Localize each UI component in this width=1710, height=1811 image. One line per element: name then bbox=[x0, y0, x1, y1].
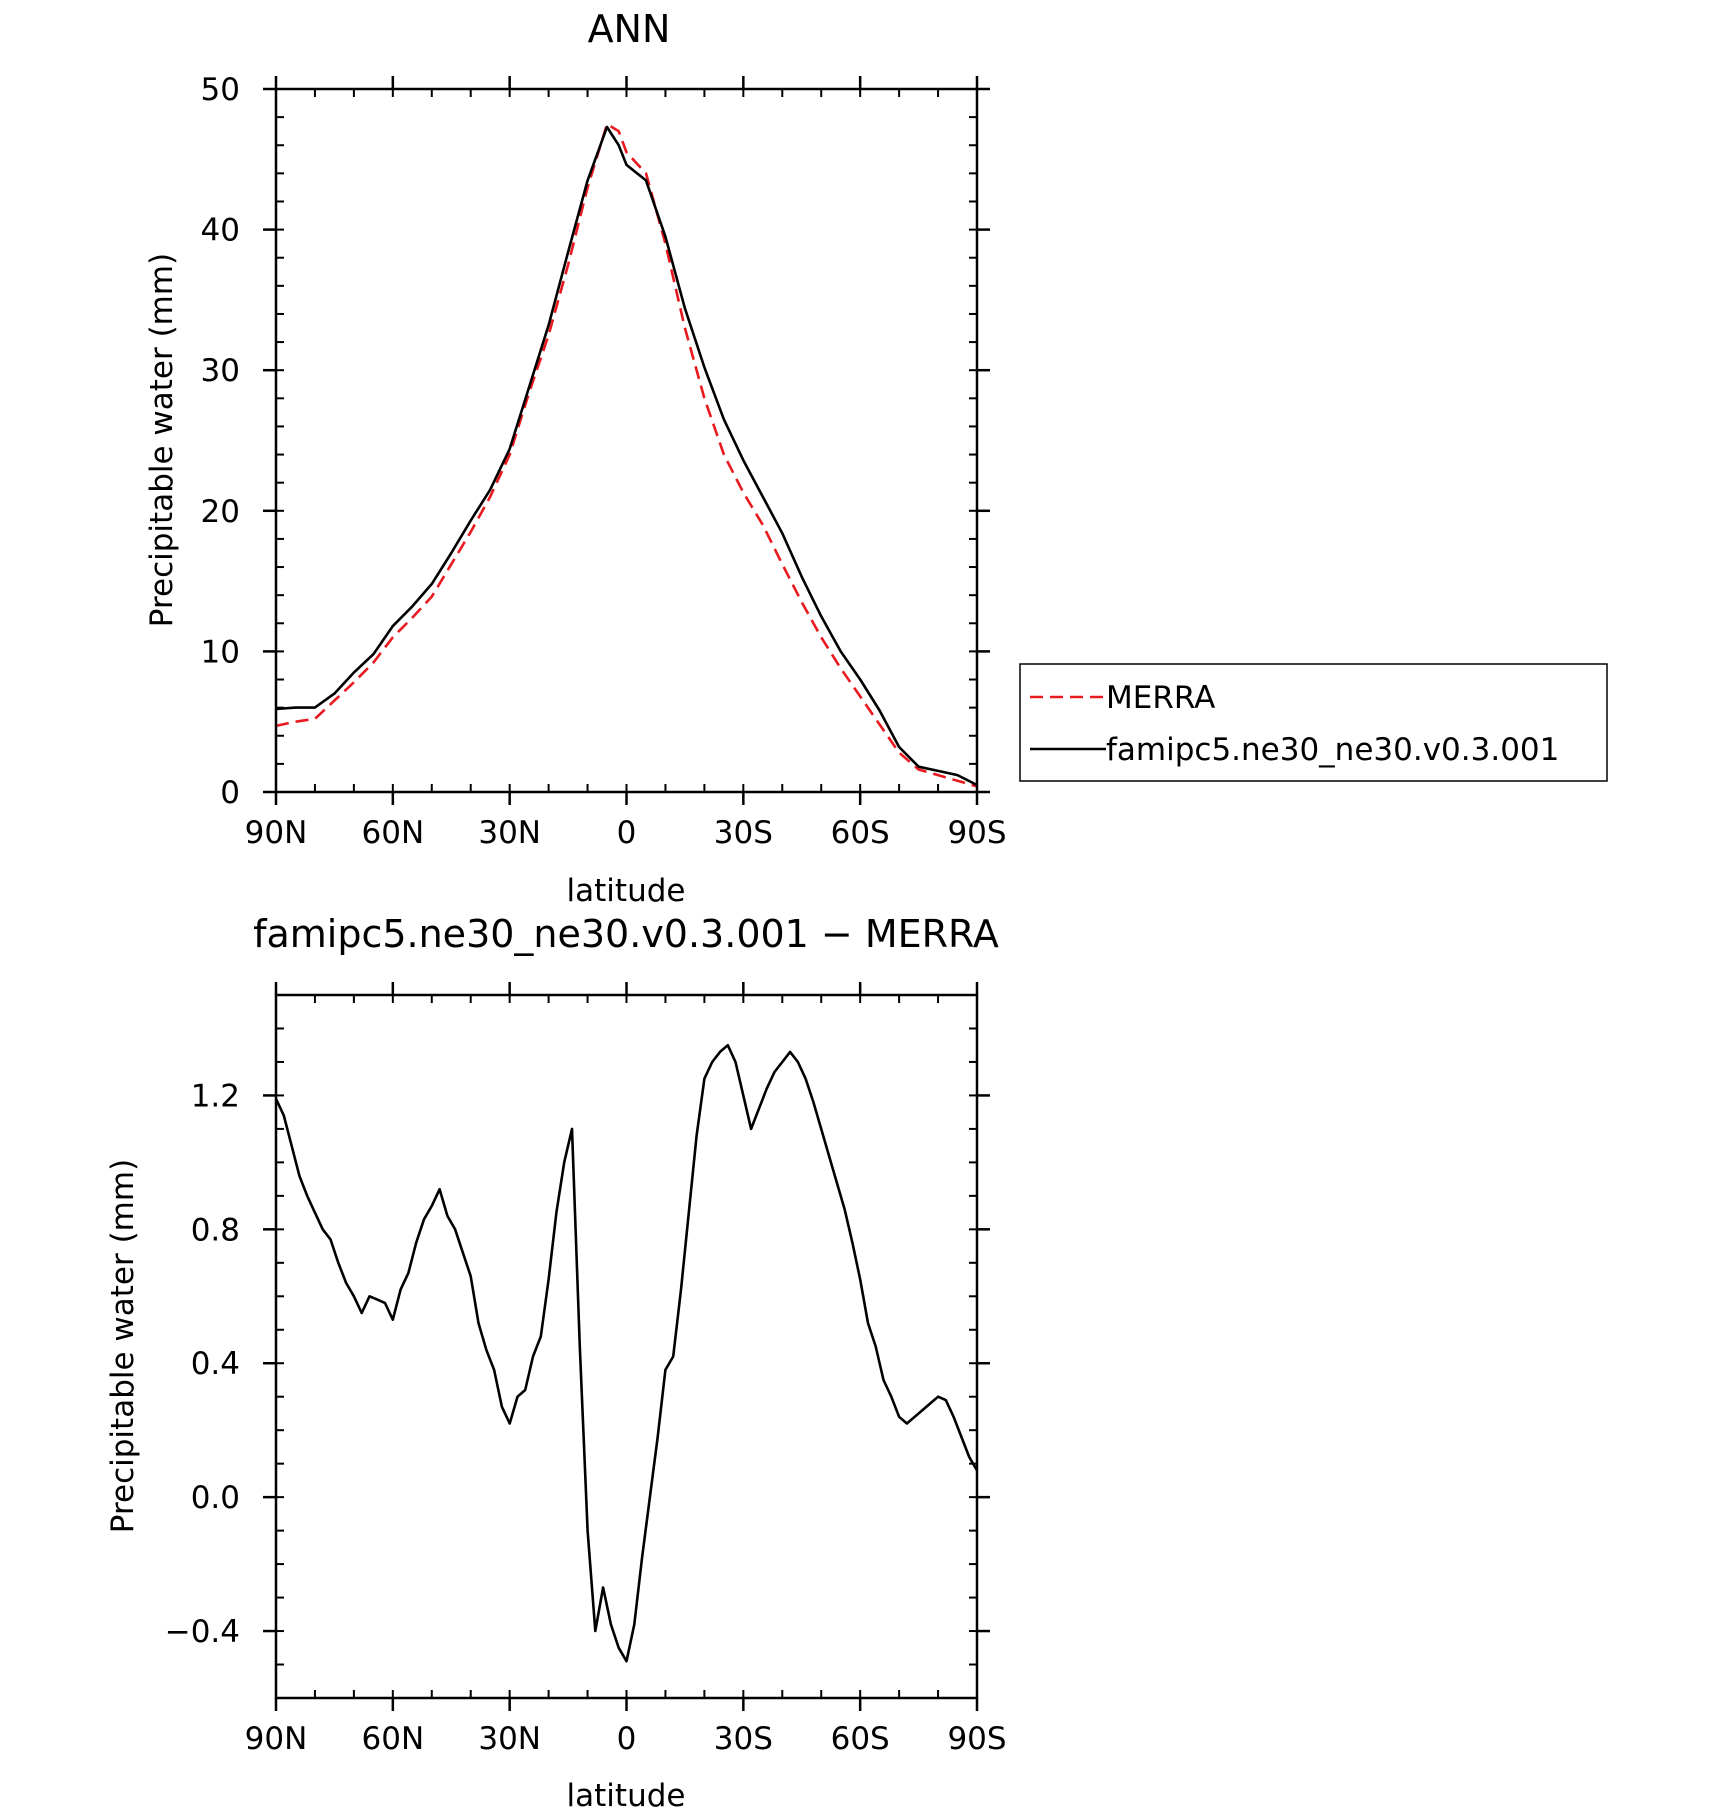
x-tick-labels: 90N 60N 30N 0 30S 60S 90S bbox=[245, 815, 1007, 851]
y-tick-label: 0.0 bbox=[191, 1480, 240, 1516]
y-tick-label: 40 bbox=[201, 213, 240, 249]
series-line-difference bbox=[274, 1043, 979, 1663]
y-tick-label: 0.8 bbox=[191, 1212, 240, 1248]
plot-frame bbox=[274, 87, 979, 794]
y-tick-label: 20 bbox=[201, 494, 240, 530]
y-tick-label: 50 bbox=[201, 72, 240, 108]
y-tick-label: 0 bbox=[220, 775, 240, 811]
x-tick-label: 90N bbox=[245, 1721, 308, 1757]
x-tick-label: 60S bbox=[831, 1721, 890, 1757]
x-tick-label: 90S bbox=[947, 1721, 1006, 1757]
y-axis-label: Precipitable water (mm) bbox=[144, 253, 180, 627]
y-tick-label: 30 bbox=[201, 353, 240, 389]
y-tick-labels: 0 10 20 30 40 50 bbox=[201, 72, 240, 811]
series-group bbox=[274, 1043, 979, 1663]
y-tick-label: 0.4 bbox=[191, 1346, 240, 1382]
x-tick-label: 30S bbox=[714, 815, 773, 851]
legend-label-merra: MERRA bbox=[1106, 680, 1215, 716]
chart-title: ANN bbox=[588, 7, 671, 51]
series-line-famipc5-ne30-ne30-v0-3-001 bbox=[275, 125, 978, 787]
x-tick-label: 90N bbox=[245, 815, 308, 851]
x-tick-label: 90S bbox=[947, 815, 1006, 851]
y-tick-label: 1.2 bbox=[191, 1078, 240, 1114]
x-tick-label: 30N bbox=[478, 815, 541, 851]
minor-ticks bbox=[275, 994, 978, 1699]
panel-ann: ANN 90N 60N 30N 0 30S 60S 90S 0 10 20 30 40 50 lati… bbox=[144, 7, 1608, 909]
panel-difference: famipc5.ne30_ne30.v0.3.001 − MERRA 90N 60… bbox=[105, 912, 1007, 1811]
chart-title: famipc5.ne30_ne30.v0.3.001 − MERRA bbox=[253, 912, 999, 956]
x-tick-label: 30N bbox=[478, 1721, 541, 1757]
x-tick-label: 60S bbox=[831, 815, 890, 851]
x-axis-label: latitude bbox=[567, 1778, 686, 1811]
legend: MERRA famipc5.ne30_ne30.v0.3.001 bbox=[1019, 663, 1608, 782]
x-tick-label: 60N bbox=[362, 1721, 425, 1757]
y-tick-labels: −0.4 0.0 0.4 0.8 1.2 bbox=[165, 1078, 240, 1650]
major-ticks bbox=[263, 982, 990, 1711]
legend-box bbox=[1019, 663, 1608, 782]
y-tick-label: 10 bbox=[201, 634, 240, 670]
y-tick-label: −0.4 bbox=[165, 1614, 240, 1650]
series-line-merra bbox=[275, 122, 978, 788]
y-axis-label: Precipitable water (mm) bbox=[105, 1159, 141, 1533]
x-tick-label: 30S bbox=[714, 1721, 773, 1757]
minor-ticks bbox=[275, 88, 978, 793]
x-tick-label: 0 bbox=[617, 1721, 637, 1757]
x-tick-label: 60N bbox=[362, 815, 425, 851]
x-tick-label: 0 bbox=[617, 815, 637, 851]
x-axis-label: latitude bbox=[567, 873, 686, 909]
series-group bbox=[275, 122, 978, 788]
plot-frame bbox=[274, 993, 979, 1700]
legend-label-model: famipc5.ne30_ne30.v0.3.001 bbox=[1106, 732, 1559, 768]
x-tick-labels: 90N 60N 30N 0 30S 60S 90S bbox=[245, 1721, 1007, 1757]
major-ticks bbox=[263, 76, 990, 805]
